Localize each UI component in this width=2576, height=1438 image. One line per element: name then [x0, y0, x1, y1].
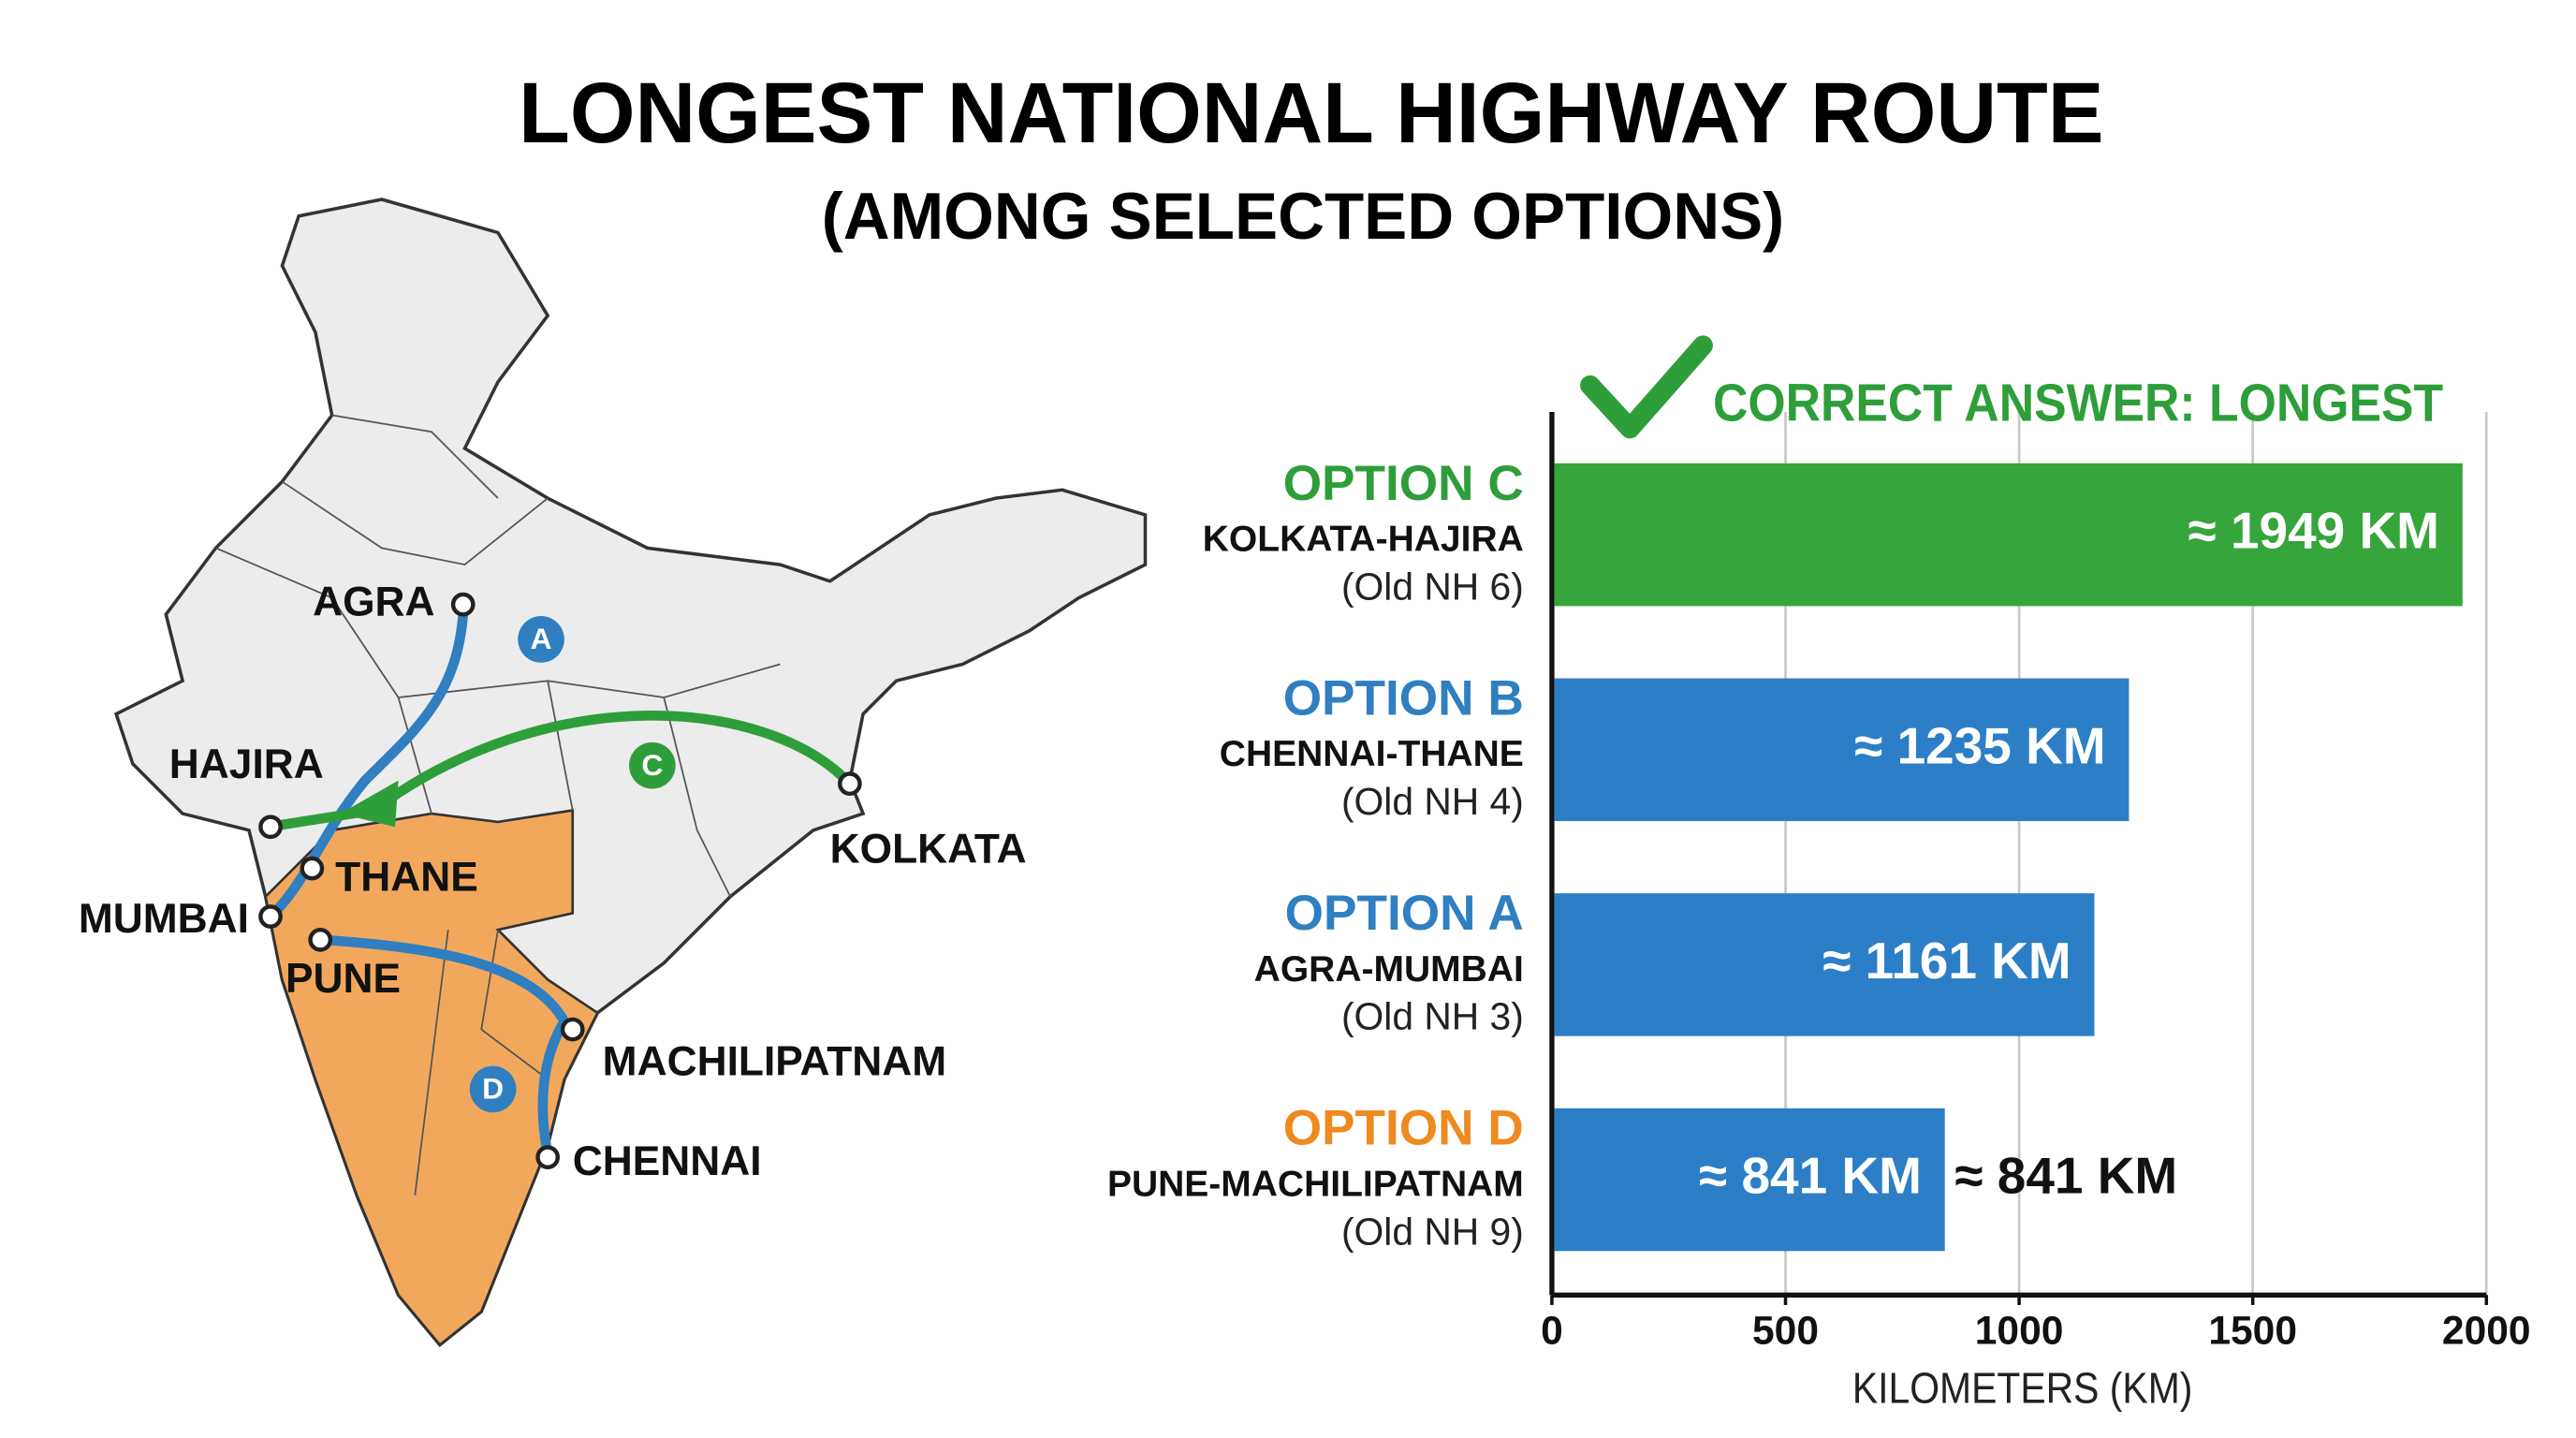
x-tick-label: 2000: [2442, 1308, 2531, 1353]
x-tick-label: 1500: [2208, 1308, 2297, 1353]
bar-chart: 0 500 1000 1500 2000 KILOMETERS (KM) CORRECT A…: [1107, 335, 2531, 1412]
city-dot: [300, 856, 325, 881]
city-dot: [308, 927, 333, 952]
bar: [1554, 462, 2463, 607]
city-label: AGRA: [313, 579, 434, 624]
x-axis-title: KILOMETERS (KM): [1852, 1363, 2193, 1412]
bar: [1554, 678, 2130, 822]
city-label: PUNE: [285, 956, 401, 1002]
old-name-label: (Old NH 3): [1341, 995, 1524, 1038]
value-label: ≈ 841 KM: [1699, 1147, 1922, 1205]
route-marker-label: D: [482, 1072, 504, 1106]
city-label: THANE: [335, 855, 478, 901]
route-d: [315, 934, 571, 1159]
bar: [1554, 893, 2095, 1036]
value-label: ≈ 1235 KM: [1854, 716, 2105, 774]
category-label: OPTION D: [1283, 1101, 1524, 1156]
city-label: KOLKATA: [830, 827, 1027, 873]
city-dot: [258, 814, 283, 840]
value-label: ≈ 1949 KM: [2188, 502, 2439, 560]
state-borders: [215, 414, 781, 1196]
title: LONGEST NATIONAL HIGHWAY ROUTE: [519, 65, 2103, 161]
city-label: CHENNAI: [573, 1138, 762, 1184]
city-dot: [838, 771, 862, 797]
route-c-arrow: [340, 780, 399, 828]
x-tick-label: 500: [1752, 1308, 1819, 1353]
old-name-label: (Old NH 6): [1341, 565, 1524, 608]
route-label: PUNE-MACHILIPATNAM: [1107, 1164, 1524, 1204]
city-dot: [450, 592, 476, 617]
city-label: HAJIRA: [169, 741, 324, 787]
category-label: OPTION C: [1283, 456, 1524, 511]
city-dot: [560, 1017, 585, 1042]
route-label: AGRA-MUMBAI: [1254, 949, 1524, 990]
route-marker: [518, 616, 564, 663]
city-label: MUMBAI: [79, 896, 249, 942]
old-name-label: (Old NH 4): [1341, 780, 1524, 823]
route-marker-label: C: [641, 748, 663, 782]
route-label: KOLKATA-HAJIRA: [1203, 520, 1524, 560]
map: AGRA HAJIRA THANE MUMBAI PUNE KOLKATA MACHILIP…: [79, 198, 1148, 1347]
value-label: ≈ 1161 KM: [1822, 932, 2071, 990]
annotation: CORRECT ANSWER: LONGEST: [1713, 374, 2444, 433]
route-marker: [629, 741, 676, 789]
route-marker: [469, 1065, 517, 1113]
route-a: [269, 609, 469, 918]
city-dot: [535, 1145, 561, 1169]
route-marker-label: A: [531, 622, 552, 655]
city-dot: [258, 904, 283, 929]
old-name-label: (Old NH 9): [1341, 1210, 1524, 1253]
subtitle: (AMONG SELECTED OPTIONS): [822, 180, 1784, 254]
x-tick-label: 0: [1541, 1308, 1563, 1353]
city-label: MACHILIPATNAM: [603, 1039, 947, 1085]
map-labels: AGRA HAJIRA THANE MUMBAI PUNE KOLKATA MACHILIP…: [79, 579, 1027, 1184]
category-label: OPTION A: [1285, 886, 1524, 941]
category-label: OPTION B: [1283, 670, 1524, 726]
check-mark: [1580, 335, 1713, 439]
route-label: CHENNAI-THANE: [1220, 734, 1524, 774]
bar: [1554, 1108, 1945, 1252]
value-label-outside: ≈ 841 KM: [1954, 1147, 2177, 1205]
route-c: [278, 711, 851, 830]
x-tick-label: 1000: [1975, 1308, 2064, 1353]
